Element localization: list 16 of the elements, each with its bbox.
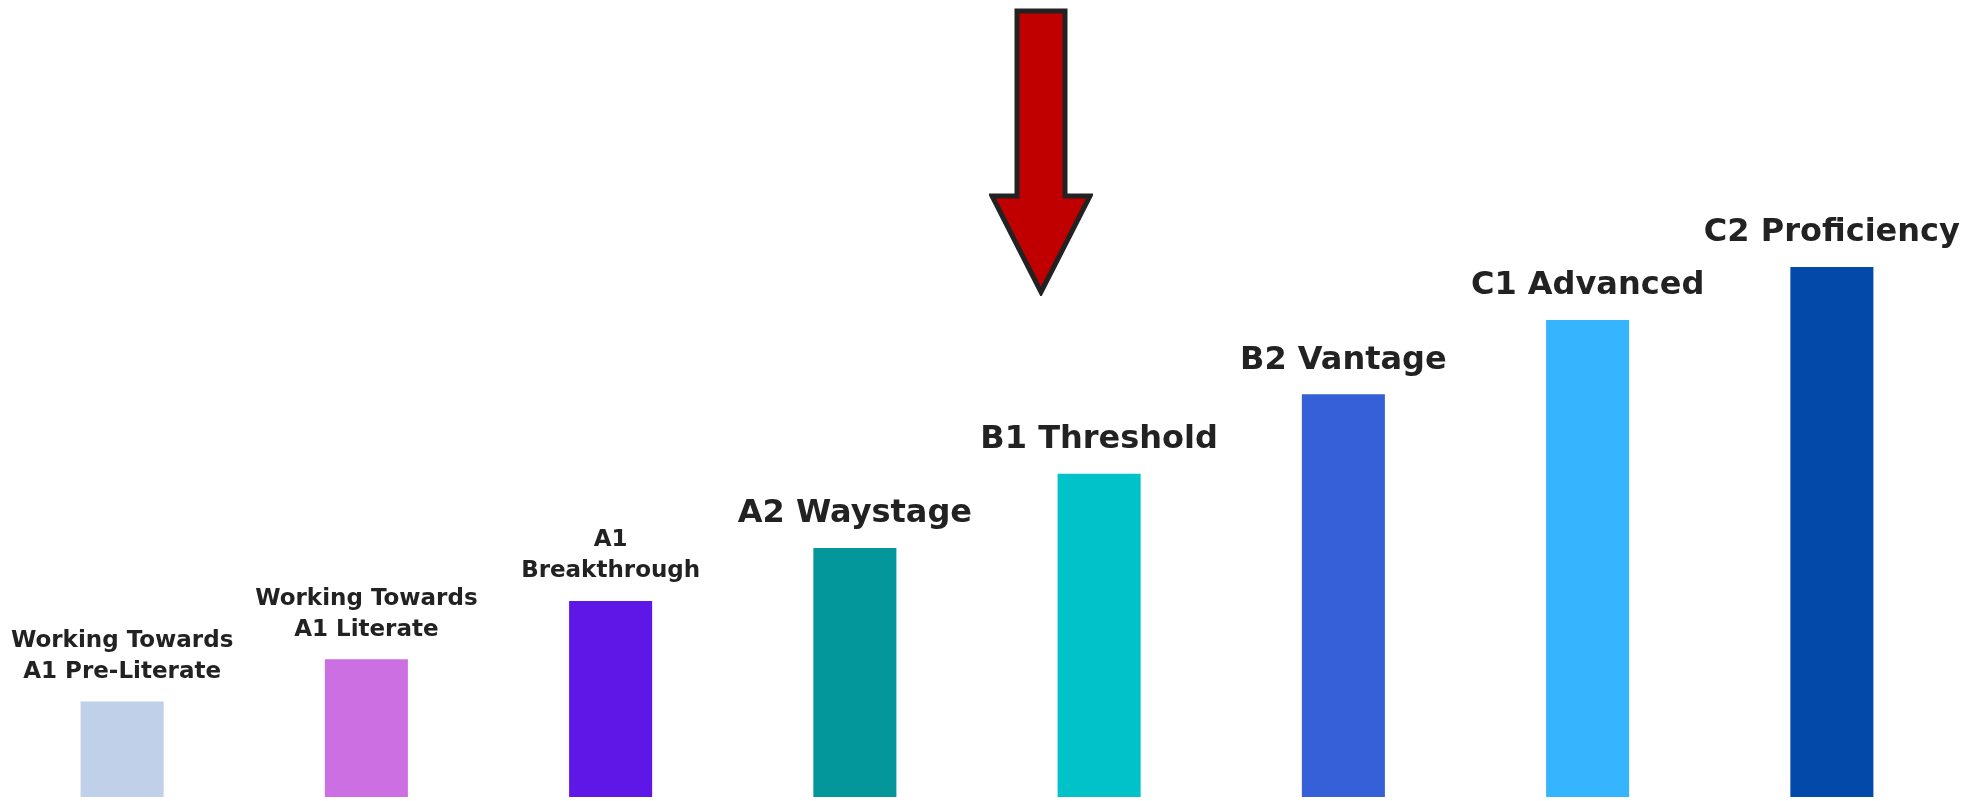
bar [1546,320,1630,797]
x-tick-label: A2 Waystage [737,492,973,531]
x-tick-label: C2 Proficiency [1703,211,1961,250]
bar [1057,473,1141,797]
bar [80,701,164,797]
x-tick-label: Working Towards A1 Pre-Literate [10,626,234,684]
x-tick-label: A1 Breakthrough [521,525,701,583]
x-tick-label: B1 Threshold [980,418,1218,457]
bar [324,659,408,797]
bar [1301,394,1385,797]
bar [813,547,897,797]
x-tick-label: C1 Advanced [1470,264,1705,303]
bar [569,600,653,797]
bar [1790,267,1874,797]
x-tick-label: Working Towards A1 Literate [255,583,478,641]
x-tick-label: B2 Vantage [1240,338,1447,377]
